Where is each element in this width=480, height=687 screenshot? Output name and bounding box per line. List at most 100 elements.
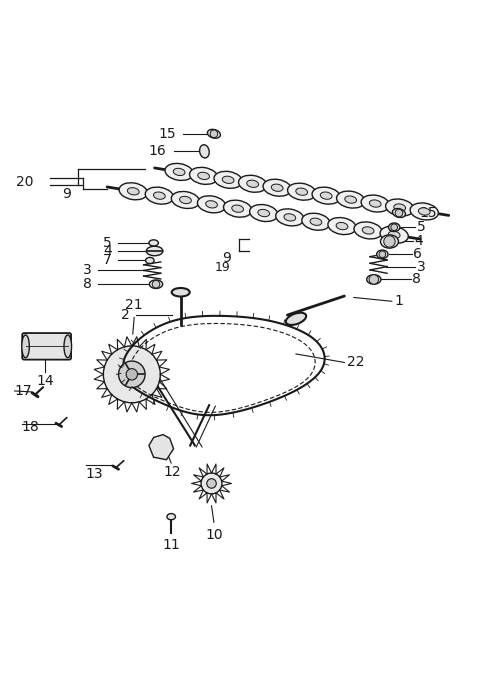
Text: 4: 4	[103, 244, 112, 258]
Ellipse shape	[247, 180, 259, 188]
Ellipse shape	[207, 129, 220, 138]
Text: 12: 12	[164, 465, 181, 480]
Ellipse shape	[361, 195, 389, 212]
Text: 2: 2	[121, 308, 130, 322]
Text: 5: 5	[103, 236, 112, 250]
Ellipse shape	[167, 514, 176, 520]
Ellipse shape	[198, 172, 209, 179]
Ellipse shape	[367, 275, 381, 284]
Ellipse shape	[394, 204, 406, 211]
Text: 9: 9	[62, 187, 71, 201]
Ellipse shape	[154, 192, 165, 199]
Circle shape	[210, 130, 218, 137]
Ellipse shape	[388, 231, 400, 238]
Circle shape	[369, 275, 379, 284]
Text: 10: 10	[205, 528, 223, 542]
Ellipse shape	[127, 188, 139, 195]
Ellipse shape	[377, 250, 388, 258]
Text: 18: 18	[22, 420, 39, 433]
Text: 15: 15	[420, 206, 437, 220]
Ellipse shape	[381, 235, 398, 248]
Text: 16: 16	[149, 144, 167, 158]
FancyBboxPatch shape	[22, 333, 71, 359]
Text: 4: 4	[415, 234, 423, 249]
Ellipse shape	[336, 223, 348, 229]
Text: 6: 6	[413, 247, 422, 261]
Circle shape	[103, 346, 160, 403]
Text: 8: 8	[412, 273, 421, 286]
Ellipse shape	[224, 200, 252, 217]
Ellipse shape	[250, 205, 278, 221]
Ellipse shape	[200, 145, 209, 158]
Circle shape	[126, 369, 137, 380]
Ellipse shape	[276, 209, 304, 226]
Ellipse shape	[362, 227, 374, 234]
Polygon shape	[149, 435, 174, 460]
Ellipse shape	[419, 207, 430, 215]
Ellipse shape	[149, 240, 158, 246]
Ellipse shape	[180, 196, 192, 203]
Ellipse shape	[64, 335, 72, 358]
Circle shape	[207, 479, 216, 488]
Circle shape	[152, 280, 160, 288]
Ellipse shape	[145, 187, 173, 204]
Ellipse shape	[345, 196, 357, 203]
Ellipse shape	[286, 313, 306, 325]
Ellipse shape	[165, 164, 193, 181]
Ellipse shape	[205, 201, 217, 208]
Circle shape	[379, 251, 385, 258]
Ellipse shape	[119, 183, 147, 200]
Ellipse shape	[173, 168, 185, 176]
Ellipse shape	[320, 192, 332, 199]
Ellipse shape	[385, 199, 414, 216]
Ellipse shape	[296, 188, 308, 195]
Ellipse shape	[410, 203, 438, 220]
Ellipse shape	[354, 222, 382, 239]
Text: 15: 15	[158, 127, 176, 141]
Text: 20: 20	[16, 175, 34, 189]
Ellipse shape	[22, 335, 29, 358]
Text: 8: 8	[83, 277, 92, 291]
Text: 17: 17	[14, 384, 32, 398]
Ellipse shape	[328, 218, 356, 234]
Text: 13: 13	[86, 467, 103, 481]
Ellipse shape	[310, 218, 322, 225]
Text: 5: 5	[417, 221, 425, 234]
Ellipse shape	[393, 209, 406, 218]
Ellipse shape	[288, 183, 316, 200]
Ellipse shape	[197, 196, 226, 213]
Text: 19: 19	[215, 261, 230, 274]
Ellipse shape	[239, 175, 267, 192]
Text: 3: 3	[83, 263, 92, 277]
Circle shape	[391, 224, 397, 231]
Ellipse shape	[312, 187, 340, 204]
Ellipse shape	[145, 258, 154, 264]
Ellipse shape	[171, 192, 200, 208]
Text: 11: 11	[162, 538, 180, 552]
Ellipse shape	[263, 179, 291, 196]
Ellipse shape	[146, 246, 163, 256]
Text: 14: 14	[36, 374, 54, 388]
Ellipse shape	[388, 223, 400, 232]
Ellipse shape	[369, 200, 381, 207]
Text: 21: 21	[125, 297, 143, 312]
Text: 22: 22	[347, 355, 364, 370]
Ellipse shape	[302, 213, 330, 230]
Ellipse shape	[284, 214, 296, 221]
Text: 3: 3	[417, 260, 425, 273]
Text: 7: 7	[103, 254, 112, 267]
Ellipse shape	[149, 280, 163, 289]
Ellipse shape	[232, 205, 243, 212]
Ellipse shape	[190, 168, 218, 184]
Ellipse shape	[214, 171, 242, 188]
Circle shape	[384, 236, 395, 247]
Circle shape	[395, 210, 403, 217]
Text: 1: 1	[394, 294, 403, 308]
Ellipse shape	[222, 176, 234, 183]
Ellipse shape	[380, 226, 408, 243]
Circle shape	[201, 473, 222, 494]
Ellipse shape	[258, 210, 270, 216]
Ellipse shape	[172, 288, 190, 297]
Circle shape	[119, 361, 145, 387]
Text: 9: 9	[222, 251, 230, 265]
